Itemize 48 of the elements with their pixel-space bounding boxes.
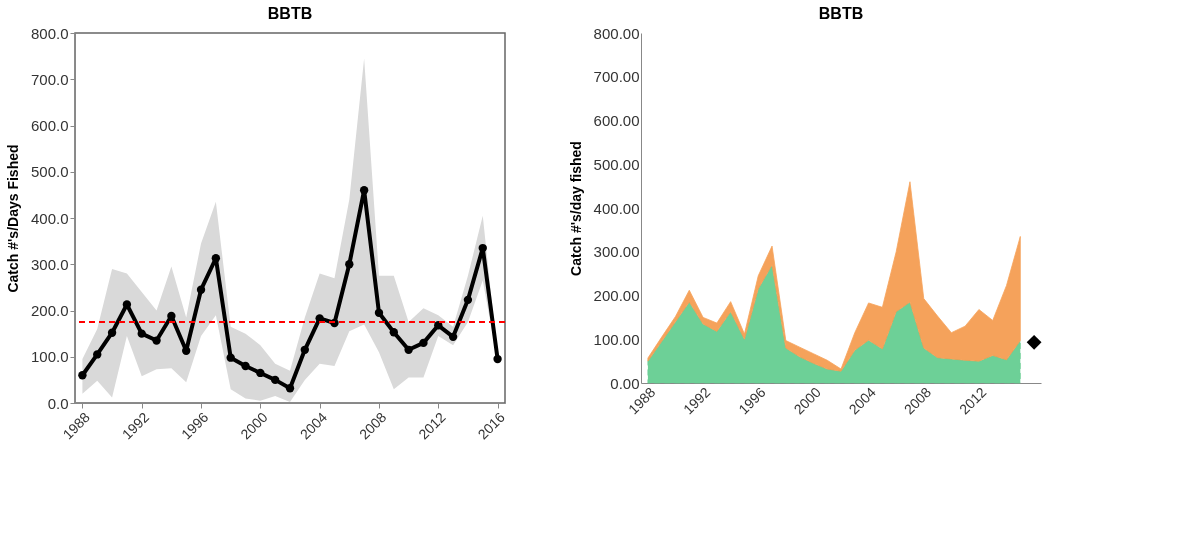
y-tick-label: 800.00 bbox=[593, 24, 640, 42]
y-tick-label: 0.0 bbox=[47, 394, 69, 412]
y-tick-label: 800.0 bbox=[30, 24, 69, 42]
point bbox=[359, 186, 369, 195]
point bbox=[404, 345, 413, 354]
y-tick-label: 400.0 bbox=[30, 209, 69, 227]
point bbox=[493, 354, 502, 364]
y-tick-label: 100.00 bbox=[593, 330, 640, 348]
point bbox=[256, 368, 265, 378]
point bbox=[152, 336, 161, 345]
y-tick-label: 700.0 bbox=[30, 70, 69, 88]
y-tick-label: 200.0 bbox=[30, 302, 69, 319]
chart-title: BBTB bbox=[267, 5, 313, 22]
y-tick-label: 700.00 bbox=[593, 68, 640, 86]
point bbox=[285, 384, 295, 393]
y-tick-label: 600.00 bbox=[593, 112, 640, 129]
point bbox=[226, 353, 235, 362]
point bbox=[270, 375, 280, 385]
point bbox=[345, 260, 354, 269]
y-tick-label: 300.00 bbox=[593, 243, 640, 261]
y-tick-label: 300.0 bbox=[30, 255, 69, 273]
point bbox=[389, 328, 398, 337]
point bbox=[419, 338, 428, 348]
point bbox=[374, 308, 384, 317]
point bbox=[463, 295, 473, 305]
point bbox=[93, 350, 102, 359]
point bbox=[167, 311, 176, 321]
y-tick-label: 500.0 bbox=[30, 163, 69, 181]
y-tick-label: 100.0 bbox=[30, 348, 69, 366]
point bbox=[478, 243, 487, 253]
y-tick-label: 400.00 bbox=[593, 199, 640, 217]
point bbox=[211, 254, 221, 263]
y-axis-title: Catch #'s/Days Fished bbox=[4, 144, 21, 293]
point bbox=[196, 285, 206, 294]
point bbox=[182, 346, 191, 355]
y-tick-label: 600.0 bbox=[30, 117, 69, 134]
point bbox=[107, 328, 117, 337]
y-tick-label: 200.00 bbox=[593, 287, 640, 304]
point bbox=[241, 361, 250, 371]
point bbox=[434, 321, 443, 330]
point bbox=[78, 371, 87, 380]
y-tick-label: 500.00 bbox=[593, 155, 640, 173]
y-axis-title: Catch #'s/day fished bbox=[567, 141, 584, 276]
point bbox=[448, 332, 458, 342]
point bbox=[300, 345, 310, 354]
point bbox=[137, 329, 146, 338]
chart-title: BBTB bbox=[818, 5, 864, 22]
y-tick-label: 0.00 bbox=[610, 374, 640, 392]
